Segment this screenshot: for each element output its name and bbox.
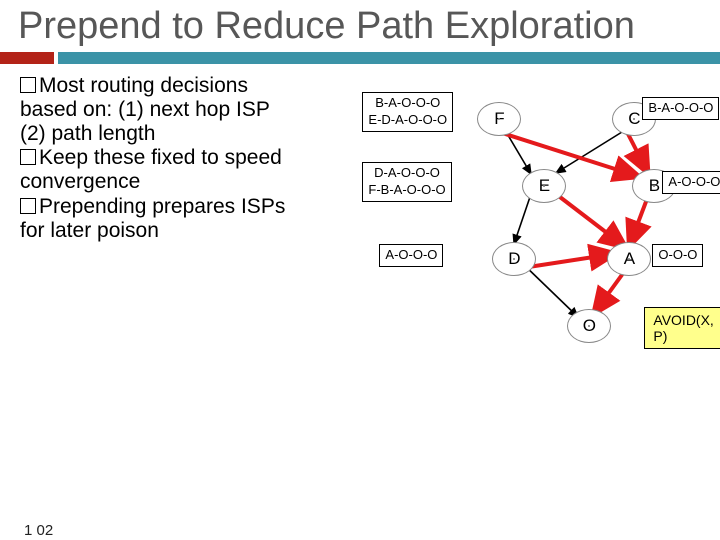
checkbox-icon [20, 77, 36, 93]
node-O: O [567, 309, 611, 343]
node-E: E [522, 169, 566, 203]
underline-red [0, 52, 54, 64]
network-diagram: AVOID(X, P) FCEBDAOB-A-O-O-OE-D-A-O-O-OB… [302, 74, 720, 374]
node-F: F [477, 102, 521, 136]
page-number: 1 02 [24, 523, 53, 538]
bullet-3-prefix: Prepending [39, 195, 146, 218]
path-label-B: A-O-O-O [662, 171, 720, 194]
slide-title: Prepend to Reduce Path Exploration [0, 0, 720, 52]
bullet-1: Most routing decisions based on: (1) nex… [20, 74, 298, 146]
bullet-3: Prepending prepares ISPs for later poiso… [20, 195, 298, 243]
path-label-D: A-O-O-O [379, 244, 443, 267]
node-D: D [492, 242, 536, 276]
avoid-label: AVOID(X, P) [644, 307, 720, 349]
bullet-2-prefix: Keep [39, 146, 88, 169]
path-label-A: O-O-O [652, 244, 703, 267]
underline-teal [58, 52, 720, 64]
path-label-F: B-A-O-O-OE-D-A-O-O-O [362, 92, 453, 132]
content-row: Most routing decisions based on: (1) nex… [0, 74, 720, 374]
node-A: A [607, 242, 651, 276]
path-label-E: D-A-O-O-OF-B-A-O-O-O [362, 162, 451, 202]
bullet-1-prefix: Most [39, 74, 85, 97]
checkbox-icon [20, 198, 36, 214]
title-underline [0, 52, 720, 64]
path-label-C: B-A-O-O-O [642, 97, 719, 120]
bullet-2: Keep these fixed to speed convergence [20, 146, 298, 194]
bullet-list: Most routing decisions based on: (1) nex… [0, 74, 298, 374]
checkbox-icon [20, 149, 36, 165]
